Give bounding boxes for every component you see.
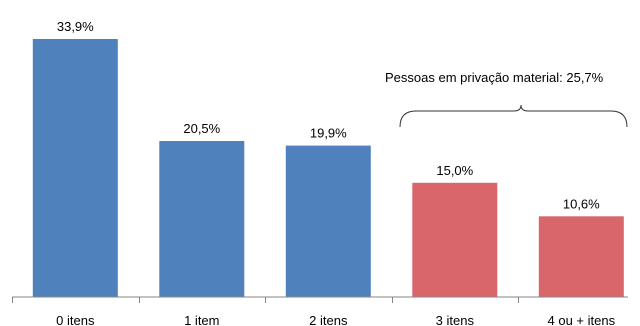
annotation-brace xyxy=(399,104,628,128)
value-label-2: 20,5% xyxy=(183,121,220,136)
value-labels-group: 33,9% 20,5% 19,9% 15,0% 10,6% xyxy=(57,19,600,211)
value-label-4: 15,0% xyxy=(436,163,473,178)
value-label-3: 19,9% xyxy=(310,126,347,141)
bar-5 xyxy=(538,216,624,297)
bar-3 xyxy=(285,145,371,297)
category-label-2: 1 item xyxy=(184,313,219,326)
bar-4 xyxy=(412,182,498,297)
bar-1 xyxy=(32,39,118,297)
x-ticks-group xyxy=(12,297,519,303)
value-label-1: 33,9% xyxy=(57,19,94,34)
value-label-5: 10,6% xyxy=(563,196,600,211)
category-label-5: 4 ou + itens xyxy=(548,313,616,326)
category-label-1: 0 itens xyxy=(56,313,95,326)
category-label-4: 3 itens xyxy=(436,313,475,326)
annotation-text: Pessoas em privação material: 25,7% xyxy=(385,70,604,85)
category-labels-group: 0 itens 1 item 2 itens 3 itens 4 ou + itens xyxy=(56,313,615,326)
bar-2 xyxy=(159,141,245,297)
bars-group xyxy=(32,39,624,297)
category-label-3: 2 itens xyxy=(309,313,348,326)
